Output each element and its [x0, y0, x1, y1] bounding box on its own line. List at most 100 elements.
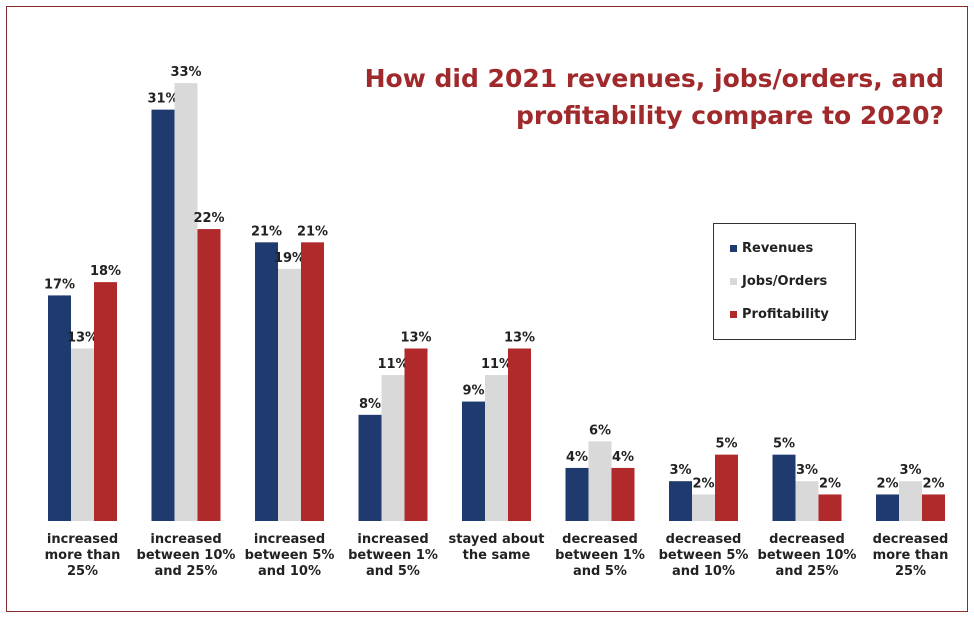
bar-profitability-6: [715, 454, 738, 521]
category-label-4-line-0: stayed about: [449, 532, 545, 547]
data-label-profitability-4: 13%: [504, 330, 535, 345]
bar-jobs-orders-4: [485, 375, 508, 521]
legend-label-jobs-orders: Jobs/Orders: [742, 274, 828, 289]
category-label-2-line-1: between 5%: [245, 548, 335, 563]
category-label-2: increased between 5% and 10%: [245, 532, 335, 579]
bar-jobs-orders-5: [588, 441, 612, 521]
data-label-revenues-6: 3%: [669, 463, 691, 478]
bar-revenues-5: [565, 467, 589, 521]
data-label-profitability-3: 13%: [400, 330, 431, 345]
bar-jobs-orders-8: [899, 481, 922, 521]
data-label-jobs-orders-6: 2%: [692, 476, 714, 491]
data-label-revenues-2: 21%: [251, 224, 282, 239]
category-label-6-line-2: and 10%: [672, 564, 735, 579]
bar-jobs-orders-6: [692, 494, 715, 521]
data-label-revenues-7: 5%: [773, 437, 795, 452]
bar-profitability-2: [301, 242, 324, 521]
data-label-revenues-4: 9%: [462, 384, 484, 399]
category-label-1: increased between 10% and 25%: [137, 532, 236, 579]
category-label-0-line-1: more than: [45, 548, 121, 563]
data-label-revenues-0: 17%: [44, 277, 75, 292]
category-label-8: decreased more than 25%: [873, 532, 949, 579]
legend-item-revenues: Revenues: [714, 232, 855, 265]
category-label-7-line-1: between 10%: [758, 548, 857, 563]
data-label-revenues-5: 4%: [566, 450, 588, 465]
bar-jobs-orders-3: [381, 375, 405, 521]
legend-swatch-jobs-orders: [730, 278, 737, 285]
legend-item-jobs-orders: Jobs/Orders: [714, 265, 855, 298]
bar-profitability-0: [94, 282, 117, 521]
data-label-profitability-5: 4%: [612, 450, 634, 465]
category-label-2-line-0: increased: [254, 532, 325, 547]
bar-revenues-1: [151, 109, 175, 521]
data-label-profitability-8: 2%: [922, 476, 944, 491]
data-label-profitability-0: 18%: [90, 264, 121, 279]
category-label-0-line-2: 25%: [67, 564, 98, 579]
category-label-1-line-2: and 25%: [155, 564, 218, 579]
bar-revenues-0: [48, 295, 71, 521]
data-label-profitability-2: 21%: [297, 224, 328, 239]
category-label-7-line-2: and 25%: [776, 564, 839, 579]
bar-revenues-3: [358, 414, 382, 521]
bar-jobs-orders-2: [278, 268, 301, 521]
data-label-jobs-orders-1: 33%: [170, 65, 201, 80]
chart-title: How did 2021 revenues, jobs/orders, and …: [324, 60, 944, 134]
bar-profitability-5: [611, 467, 635, 521]
legend-label-revenues: Revenues: [742, 241, 814, 256]
bar-profitability-1: [197, 229, 221, 521]
category-label-4-line-1: the same: [463, 548, 531, 563]
category-label-3-line-2: and 5%: [366, 564, 420, 579]
legend-swatch-profitability: [730, 311, 737, 318]
bar-profitability-4: [508, 348, 531, 521]
data-label-jobs-orders-5: 6%: [589, 423, 611, 438]
category-label-6-line-1: between 5%: [659, 548, 749, 563]
bar-revenues-8: [876, 494, 899, 521]
legend-item-profitability: Profitability: [714, 298, 855, 331]
category-label-0-line-0: increased: [47, 532, 118, 547]
category-label-6-line-0: decreased: [666, 532, 742, 547]
bar-revenues-7: [772, 454, 796, 521]
bar-revenues-6: [669, 481, 692, 521]
bar-jobs-orders-0: [71, 348, 94, 521]
data-label-revenues-1: 31%: [147, 92, 178, 107]
category-label-5-line-1: between 1%: [555, 548, 645, 563]
bar-profitability-7: [818, 494, 842, 521]
category-label-7: decreased between 10% and 25%: [758, 532, 857, 579]
data-label-jobs-orders-3: 11%: [377, 357, 408, 372]
category-label-3: increased between 1% and 5%: [348, 532, 438, 579]
data-label-jobs-orders-7: 3%: [796, 463, 818, 478]
category-label-1-line-0: increased: [150, 532, 221, 547]
category-label-1-line-1: between 10%: [137, 548, 236, 563]
data-label-jobs-orders-2: 19%: [274, 251, 305, 266]
bar-profitability-8: [922, 494, 945, 521]
bar-jobs-orders-1: [174, 83, 198, 521]
category-label-3-line-1: between 1%: [348, 548, 438, 563]
data-label-profitability-6: 5%: [715, 437, 737, 452]
data-label-jobs-orders-0: 13%: [67, 330, 98, 345]
category-label-6: decreased between 5% and 10%: [659, 532, 749, 579]
bar-revenues-2: [255, 242, 278, 521]
chart-title-line-1: How did 2021 revenues, jobs/orders, and: [364, 64, 944, 93]
category-label-0: increased more than 25%: [45, 532, 121, 579]
category-label-2-line-2: and 10%: [258, 564, 321, 579]
category-label-4: stayed about the same: [449, 532, 545, 563]
chart-title-line-2: profitability compare to 2020?: [515, 101, 944, 130]
category-label-5: decreased between 1% and 5%: [555, 532, 645, 579]
category-label-5-line-0: decreased: [562, 532, 638, 547]
data-label-jobs-orders-4: 11%: [481, 357, 512, 372]
bar-revenues-4: [462, 401, 485, 521]
legend-label-profitability: Profitability: [742, 307, 829, 322]
category-label-3-line-0: increased: [357, 532, 428, 547]
data-label-profitability-1: 22%: [193, 211, 224, 226]
category-label-7-line-0: decreased: [769, 532, 845, 547]
category-label-8-line-2: 25%: [895, 564, 926, 579]
category-label-8-line-0: decreased: [873, 532, 949, 547]
chart-legend: Revenues Jobs/Orders Profitability: [713, 223, 856, 340]
category-label-5-line-2: and 5%: [573, 564, 627, 579]
bar-jobs-orders-7: [795, 481, 819, 521]
data-label-jobs-orders-8: 3%: [899, 463, 921, 478]
data-label-profitability-7: 2%: [819, 476, 841, 491]
category-label-8-line-1: more than: [873, 548, 949, 563]
bar-profitability-3: [404, 348, 428, 521]
